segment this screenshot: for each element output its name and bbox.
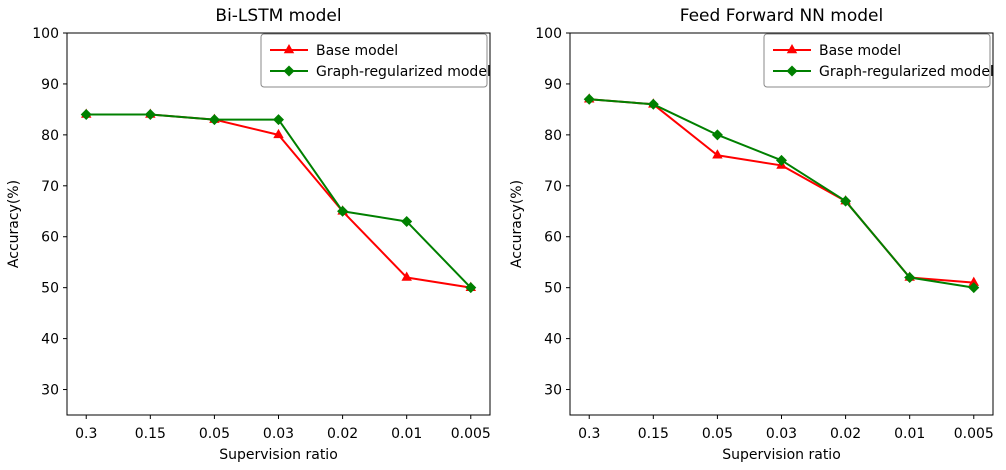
y-tick-label: 50 xyxy=(41,281,59,297)
data-point-marker xyxy=(968,282,980,294)
x-tick-label: 0.05 xyxy=(199,426,230,442)
y-tick-label: 50 xyxy=(544,281,562,297)
data-point-marker xyxy=(711,129,723,141)
legend-label: Graph-regularized model xyxy=(819,64,994,80)
data-point-marker xyxy=(968,276,979,286)
y-tick-label: 100 xyxy=(32,26,59,42)
data-point-marker xyxy=(647,98,659,110)
y-tick-label: 40 xyxy=(41,332,59,348)
y-tick-label: 70 xyxy=(41,179,59,195)
legend-sample-marker xyxy=(283,65,295,77)
chart-title: Bi-LSTM model xyxy=(215,6,341,26)
x-tick-label: 0.01 xyxy=(391,426,422,442)
x-tick-label: 0.15 xyxy=(135,426,166,442)
plot-frame xyxy=(569,32,994,416)
data-point-marker xyxy=(776,154,787,166)
data-point-marker xyxy=(840,195,852,207)
legend-label: Graph-regularized model xyxy=(316,64,491,80)
x-tick-label: 0.03 xyxy=(766,426,797,442)
plot-frame xyxy=(66,32,491,416)
x-axis-label: Supervision ratio xyxy=(722,447,841,463)
data-point-marker xyxy=(337,205,349,217)
y-tick-label: 80 xyxy=(41,128,59,144)
bi-lstm-chart: 30 40 50 60 70 80 90 100 0.3 0.15 0.05 0.03 0.02 0.01… xyxy=(6,6,491,463)
x-tick-label: 0.005 xyxy=(451,426,491,442)
x-tick-label: 0.005 xyxy=(954,426,994,442)
legend: Base model Graph-regularized model xyxy=(260,33,491,88)
legend-label: Base model xyxy=(316,43,398,59)
legend-sample-marker xyxy=(786,65,798,77)
x-tick-label: 0.01 xyxy=(894,426,925,442)
x-tick-label: 0.03 xyxy=(263,426,294,442)
y-tick-label: 30 xyxy=(41,383,59,399)
x-tick-label: 0.02 xyxy=(327,426,358,442)
y-tick-label: 60 xyxy=(544,230,562,246)
data-point-marker xyxy=(465,282,477,294)
y-tick-label: 40 xyxy=(544,332,562,348)
legend-label: Base model xyxy=(819,43,901,59)
data-point-marker xyxy=(583,93,595,105)
legend-box xyxy=(763,33,991,88)
y-tick-label: 30 xyxy=(544,383,562,399)
y-tick-label: 90 xyxy=(41,77,59,93)
data-point-marker xyxy=(273,128,284,139)
x-tick-label: 0.02 xyxy=(830,426,861,442)
y-tick-label: 60 xyxy=(41,230,59,246)
data-point-marker xyxy=(144,108,156,120)
data-point-marker xyxy=(208,114,220,126)
legend-box xyxy=(260,33,488,88)
data-point-marker xyxy=(401,271,412,281)
data-point-marker xyxy=(712,149,723,159)
data-point-marker xyxy=(273,114,284,126)
y-axis-label: Accuracy(%) xyxy=(6,180,22,268)
legend: Base model Graph-regularized model xyxy=(763,33,994,88)
x-tick-label: 0.05 xyxy=(702,426,733,442)
legend-sample-marker xyxy=(283,44,295,54)
data-point-marker xyxy=(904,271,916,283)
x-tick-label: 0.3 xyxy=(75,426,97,442)
y-tick-label: 90 xyxy=(544,77,562,93)
y-tick-label: 100 xyxy=(535,26,562,42)
series-graph-regularized-model xyxy=(583,93,980,294)
data-point-marker xyxy=(401,215,413,227)
x-axis-label: Supervision ratio xyxy=(219,447,338,463)
y-tick-label: 80 xyxy=(544,128,562,144)
series-graph-regularized-model xyxy=(80,108,477,294)
y-tick-label: 70 xyxy=(544,179,562,195)
y-axis-label: Accuracy(%) xyxy=(509,180,525,268)
feed-forward-nn-chart: 30 40 50 60 70 80 90 100 0.3 0.15 0.05 0.03 0.02 0.01… xyxy=(509,6,994,463)
chart-title: Feed Forward NN model xyxy=(680,6,884,26)
x-tick-label: 0.15 xyxy=(638,426,669,442)
legend-sample-marker xyxy=(786,44,798,54)
data-point-marker xyxy=(80,108,92,120)
x-tick-label: 0.3 xyxy=(578,426,600,442)
